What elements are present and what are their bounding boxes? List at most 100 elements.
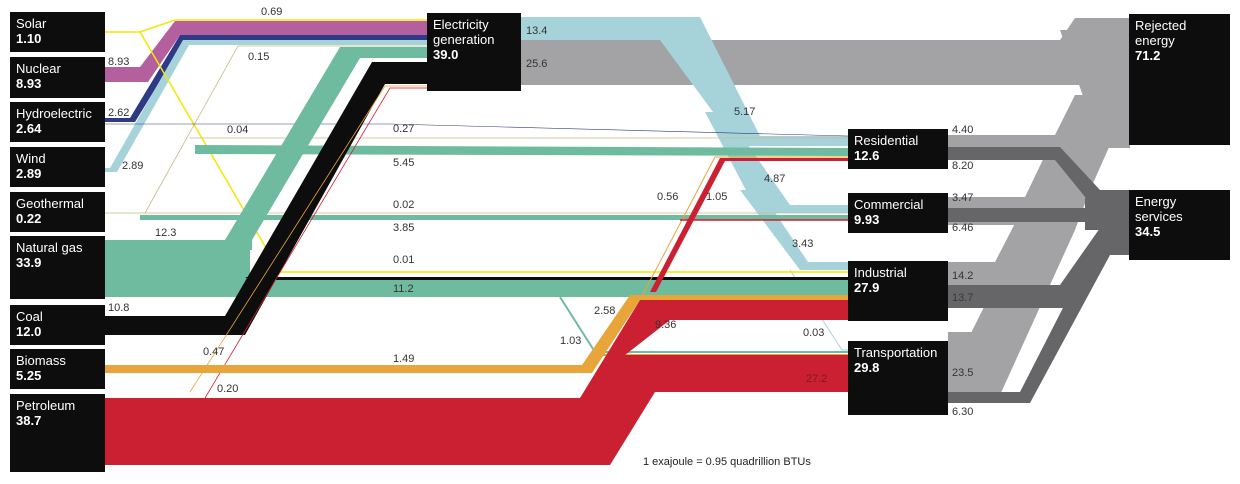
node-wind: Wind 2.89 — [10, 147, 105, 187]
flow-res-services — [948, 147, 1129, 203]
flow-label-res-rejected: 4.40 — [952, 124, 974, 136]
flow-label-res-services: 8.20 — [952, 160, 974, 172]
flow-label-pet-trans: 27.2 — [806, 373, 828, 385]
flow-biomass-main — [105, 295, 848, 373]
flow-elec-com — [705, 112, 848, 213]
flow-hydro-elec — [105, 35, 427, 122]
node-label: Hydroelectric — [16, 106, 92, 121]
node-value: 33.9 — [16, 255, 42, 270]
flow-com-services — [948, 208, 1090, 222]
flow-label-elec-trans: 0.03 — [803, 327, 825, 339]
node-label: Commercial — [854, 197, 924, 212]
node-value: 5.25 — [16, 368, 42, 383]
flow-pet-main — [105, 300, 848, 465]
node-label: Biomass — [16, 353, 66, 368]
flow-label-elec-res: 5.17 — [734, 106, 756, 118]
flow-label-bio-res: 0.56 — [657, 191, 679, 203]
flow-label-geo-res: 0.27 — [393, 123, 415, 135]
node-label: Coal — [16, 309, 43, 324]
flow-label-gas-com: 3.85 — [393, 222, 415, 234]
node-electricity-generation: Electricity generation 39.0 — [427, 13, 521, 91]
flow-label-elec-com: 4.87 — [764, 173, 786, 185]
node-solar: Solar 1.10 — [10, 12, 105, 52]
flow-gas-ind — [105, 250, 848, 297]
flow-label-bio-ind: 2.58 — [594, 305, 616, 317]
node-value: 71.2 — [1135, 48, 1161, 63]
node-label: Solar — [16, 16, 47, 31]
flow-hydro-x — [105, 123, 849, 137]
node-value: 34.5 — [1135, 224, 1161, 239]
node-hydroelectric: Hydroelectric 2.64 — [10, 102, 105, 142]
flow-gas-com — [140, 215, 848, 220]
flow-label-trans-services: 6.30 — [952, 406, 974, 418]
flow-res-rejected — [948, 95, 1100, 160]
flow-trans-rejected-band — [948, 245, 1038, 388]
node-value: 8.93 — [16, 76, 42, 91]
flow-elec-to-sectors — [521, 17, 700, 40]
node-coal: Coal 12.0 — [10, 305, 105, 345]
node-value: 9.93 — [854, 212, 880, 227]
flow-label-elec-ind: 3.43 — [792, 238, 814, 250]
flow-label-wind-elec: 2.89 — [122, 160, 144, 172]
node-value: 38.7 — [16, 413, 42, 428]
flow-elec-res — [652, 17, 848, 146]
node-biomass: Biomass 5.25 — [10, 349, 105, 389]
flow-label-trans-rejected: 23.5 — [952, 367, 974, 379]
flow-label-coal-elec: 10.8 — [108, 302, 130, 314]
node-commercial: Commercial 9.93 — [848, 193, 948, 233]
unit-note: 1 exajoule = 0.95 quadrillion BTUs — [643, 456, 811, 468]
flow-elec-ind — [740, 190, 848, 270]
flow-label-solar-elec: 0.69 — [261, 6, 283, 18]
node-industrial: Industrial 27.9 — [848, 261, 948, 321]
flow-label-geo-com: 0.02 — [393, 199, 415, 211]
node-label: Wind — [16, 151, 46, 166]
flow-label-gas-trans: 1.03 — [560, 335, 582, 347]
flow-label-hydro-x: 0.04 — [227, 124, 249, 136]
node-value: 39.0 — [433, 47, 459, 62]
node-value: 27.9 — [854, 280, 880, 295]
flow-geo-elec — [144, 45, 427, 214]
node-value: 12.6 — [854, 148, 880, 163]
flow-label-pet-res: 1.05 — [706, 191, 728, 203]
node-natural-gas: Natural gas 33.9 — [10, 236, 105, 299]
node-nuclear: Nuclear 8.93 — [10, 57, 105, 98]
flow-label-gas-elec: 12.3 — [155, 227, 177, 239]
node-value: 0.22 — [16, 211, 42, 226]
flow-label-ind-services: 13.7 — [952, 292, 974, 304]
node-label: Natural gas — [16, 240, 83, 255]
flow-biomass-elec — [189, 85, 427, 393]
flow-label-geo-elec: 0.15 — [248, 51, 270, 63]
flow-label-pet-elec: 0.20 — [217, 383, 239, 395]
node-label: Transportation — [854, 345, 938, 360]
node-value: 2.64 — [16, 121, 42, 136]
node-label: Energy services — [1135, 194, 1183, 224]
flow-gas-res — [195, 145, 848, 156]
node-value: 29.8 — [854, 360, 880, 375]
flow-label-elec-rejected: 25.6 — [526, 58, 548, 70]
flow-elec-rejected — [521, 18, 1129, 85]
node-label: Residential — [854, 133, 919, 148]
flow-bio-res — [639, 156, 848, 301]
flow-label-com-services: 6.46 — [952, 222, 974, 234]
flow-trans-services — [948, 255, 1110, 403]
node-value: 2.89 — [16, 166, 42, 181]
node-label: Electricity generation — [433, 17, 495, 47]
node-label: Petroleum — [16, 398, 76, 413]
node-transportation: Transportation 29.8 — [848, 341, 948, 415]
flow-pet-res — [650, 158, 848, 292]
flow-pet-elec — [204, 87, 427, 399]
flow-label-bio-total: 1.49 — [393, 353, 415, 365]
flow-gas-elec — [105, 47, 427, 250]
node-energy-services: Energy services 34.5 — [1129, 190, 1230, 260]
node-label: Geothermal — [16, 196, 84, 211]
flows-layer — [105, 17, 1130, 465]
flow-label-elec-sectors: 13.4 — [526, 25, 548, 37]
flow-ind-rejected — [948, 175, 1070, 285]
node-rejected-energy: Rejected energy 71.2 — [1129, 14, 1230, 145]
node-petroleum: Petroleum 38.7 — [10, 394, 105, 472]
node-residential: Residential 12.6 — [848, 129, 948, 169]
flow-solar-elec — [105, 19, 427, 33]
flow-label-com-rejected: 3.47 — [952, 192, 974, 204]
flow-label-nuclear-elec: 8.93 — [108, 56, 130, 68]
